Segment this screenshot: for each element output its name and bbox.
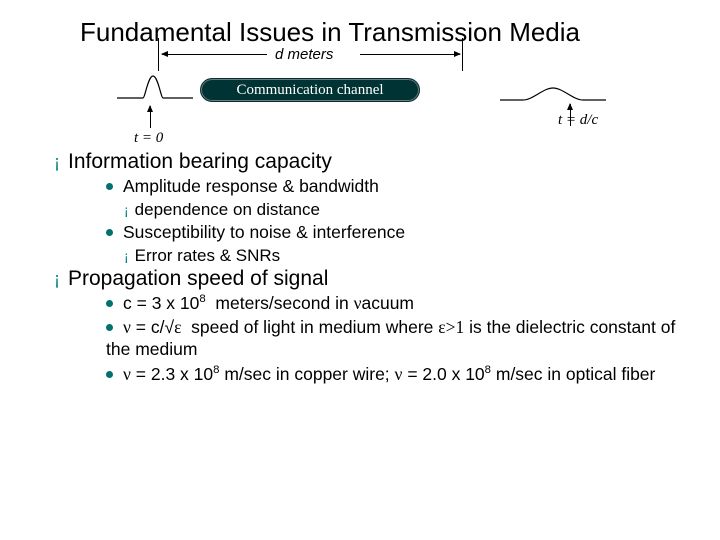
slide-root: Fundamental Issues in Transmission Media… [0,0,720,406]
hollow-circle-icon: ¡ [124,248,129,264]
output-pulse [498,74,608,102]
tick-right [462,38,463,71]
hollow-circle-icon: ¡ [124,202,129,218]
tick-left [158,38,159,71]
list-item: c = 3 x 108 meters/second in νacuum [106,293,680,316]
d-arrow-right [360,54,460,55]
section-heading-text: Information bearing capacity [68,150,332,173]
section-heading: ¡ Propagation speed of signal [54,267,680,291]
disc-icon [106,183,113,190]
list-item: ν = c/√ε speed of light in medium where … [106,317,680,361]
t-zero-label: t = 0 [134,130,163,147]
list-item: Amplitude response & bandwidth [106,176,680,198]
hollow-circle-icon: ¡ [54,269,60,289]
page-title: Fundamental Issues in Transmission Media [80,18,680,48]
body-content: ¡Information bearing capacityAmplitude r… [80,150,680,386]
sub-list-item-text: Error rates & SNRs [135,246,280,265]
d-meters-label: d meters [275,46,333,63]
list-item-text: ν = c/√ε speed of light in medium where … [106,317,675,359]
sub-list-item-text: dependence on distance [135,200,320,219]
disc-icon [106,229,113,236]
arrow-up-left [150,106,151,128]
transmission-diagram: d meters Communication channel t = 0 t =… [80,52,680,144]
list-item-text: Amplitude response & bandwidth [123,176,379,196]
disc-icon [106,300,113,307]
sub-list-item: ¡ Error rates & SNRs [124,246,680,266]
sub-list-item: ¡ dependence on distance [124,200,680,220]
input-pulse [115,72,195,100]
section-heading: ¡ Information bearing capacity [54,150,680,174]
list-item: Susceptibility to noise & interference [106,222,680,244]
list-item: ν = 2.3 x 108 m/sec in copper wire; ν = … [106,363,680,386]
hollow-circle-icon: ¡ [54,152,60,172]
channel-box: Communication channel [200,78,420,102]
d-arrow-left [162,54,267,55]
list-item-text: ν = 2.3 x 108 m/sec in copper wire; ν = … [123,364,655,384]
list-item-text: c = 3 x 108 meters/second in νacuum [123,293,414,313]
t-dc-label: t = d/c [558,112,598,129]
list-item-text: Susceptibility to noise & interference [123,222,405,242]
disc-icon [106,324,113,331]
disc-icon [106,371,113,378]
section-heading-text: Propagation speed of signal [68,267,328,290]
